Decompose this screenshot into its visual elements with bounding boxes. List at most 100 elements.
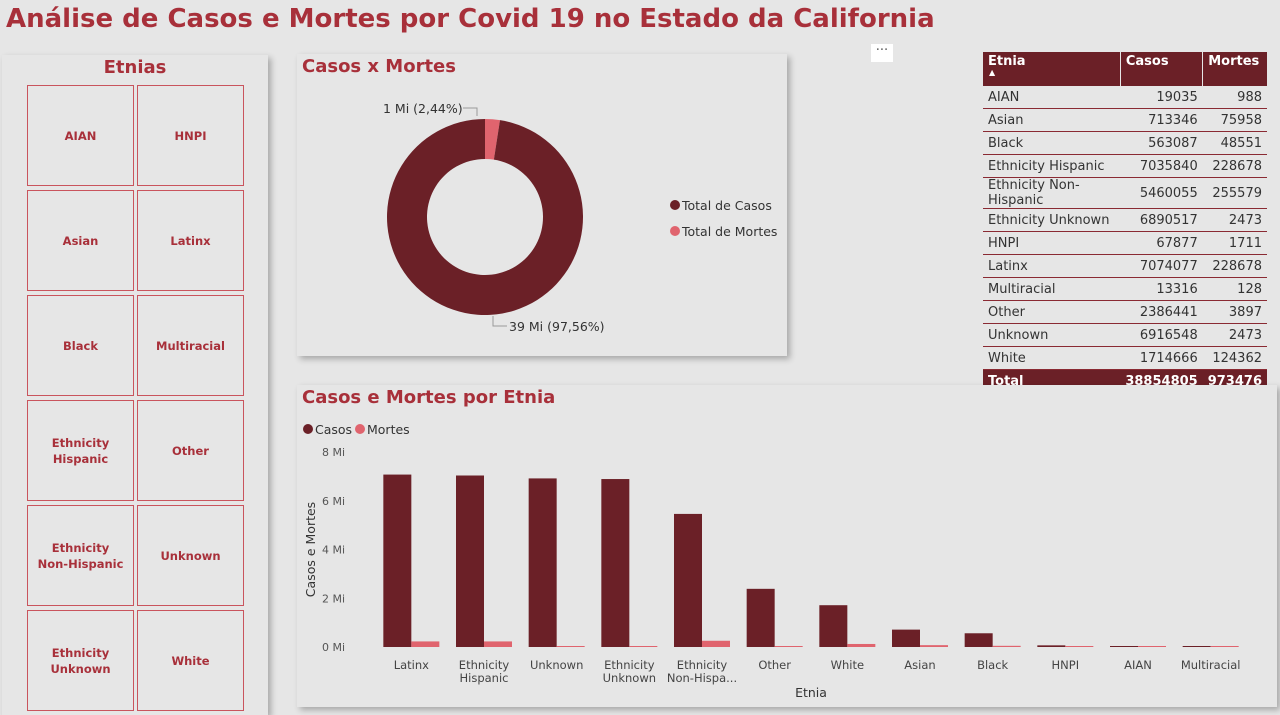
table-row: Ethnicity Unknown 6890517 2473 bbox=[983, 208, 1267, 232]
cell-mortes: 228678 bbox=[1202, 254, 1267, 278]
bar-mortes[interactable] bbox=[556, 646, 585, 647]
y-tick-label: 0 Mi bbox=[322, 641, 345, 654]
legend-marker-mortes bbox=[670, 226, 680, 236]
legend-marker-mortes bbox=[355, 424, 365, 434]
legend-label-casos[interactable]: Casos bbox=[315, 422, 352, 437]
x-tick-label: Ethnicity bbox=[677, 658, 728, 672]
bar-casos[interactable] bbox=[1110, 646, 1138, 647]
bar-mortes[interactable] bbox=[847, 643, 876, 647]
slicer-item-label: Ethnicity Hispanic bbox=[51, 435, 110, 466]
cell-casos: 6916548 bbox=[1120, 323, 1203, 347]
bar-casos[interactable] bbox=[964, 633, 993, 647]
cell-etnia: Multiracial bbox=[983, 277, 1121, 301]
bar-mortes[interactable] bbox=[484, 641, 512, 647]
etnias-slicer: Etnias AIAN HNPI Asian Latinx Black Multiraci… bbox=[2, 55, 268, 715]
legend-label-mortes[interactable]: Mortes bbox=[367, 422, 410, 437]
cell-casos: 563087 bbox=[1120, 131, 1203, 155]
cell-etnia: AIAN bbox=[983, 86, 1121, 109]
slicer-item-black[interactable]: Black bbox=[27, 295, 134, 396]
column-header-casos[interactable]: Casos bbox=[1120, 52, 1204, 86]
bar-casos[interactable] bbox=[674, 513, 702, 647]
table-row: HNPI 67877 1711 bbox=[983, 231, 1267, 255]
slicer-item-label: Black bbox=[63, 338, 98, 353]
bar-casos[interactable] bbox=[383, 474, 412, 647]
column-header-mortes[interactable]: Mortes bbox=[1202, 52, 1267, 86]
x-tick-label: White bbox=[831, 658, 864, 672]
donut-slice-casos[interactable] bbox=[387, 119, 583, 315]
slicer-item-ethnicity-hispanic[interactable]: Ethnicity Hispanic bbox=[27, 400, 134, 501]
slicer-item-other[interactable]: Other bbox=[137, 400, 244, 501]
bar-casos[interactable] bbox=[1182, 646, 1211, 647]
donut-chart: 1 Mi (2,44%) 39 Mi (97,56%) Total de Casos… bbox=[383, 101, 777, 334]
slicer-item-white[interactable]: White bbox=[137, 610, 244, 711]
slicer-item-ethnicity-unknown[interactable]: Ethnicity Unknown bbox=[27, 610, 134, 711]
bar-mortes[interactable] bbox=[629, 646, 658, 647]
cell-casos: 6890517 bbox=[1120, 208, 1203, 232]
cell-mortes: 255579 bbox=[1202, 177, 1267, 209]
cell-etnia: Other bbox=[983, 300, 1121, 324]
bar-casos[interactable] bbox=[746, 588, 775, 647]
y-axis-label: Casos e Mortes bbox=[303, 502, 318, 597]
slicer-item-label: White bbox=[171, 653, 210, 668]
casos-mortes-por-etnia-panel: Casos e Mortes por Etnia Casos Mortes 0 Mi… bbox=[297, 385, 1277, 707]
slicer-item-label: AIAN bbox=[64, 128, 97, 143]
donut-label-mortes: 1 Mi (2,44%) bbox=[383, 101, 463, 116]
bar-mortes[interactable] bbox=[702, 640, 730, 647]
x-tick-label: Hispanic bbox=[460, 671, 509, 685]
cell-etnia: Unknown bbox=[983, 323, 1121, 347]
bar-casos[interactable] bbox=[892, 629, 920, 647]
table-row: Asian 713346 75958 bbox=[983, 108, 1267, 132]
bar-casos[interactable] bbox=[819, 605, 848, 647]
cell-casos: 5460055 bbox=[1120, 177, 1203, 209]
bar-mortes[interactable] bbox=[920, 645, 948, 647]
bar-mortes[interactable] bbox=[1138, 646, 1166, 647]
bar-chart-title: Casos e Mortes por Etnia bbox=[302, 387, 556, 408]
bar-mortes[interactable] bbox=[992, 645, 1021, 647]
bar-casos[interactable] bbox=[528, 478, 557, 647]
slicer-item-asian[interactable]: Asian bbox=[27, 190, 134, 291]
slicer-item-unknown[interactable]: Unknown bbox=[137, 505, 244, 606]
slicer-item-multiracial[interactable]: Multiracial bbox=[137, 295, 244, 396]
y-tick-label: 8 Mi bbox=[322, 446, 345, 459]
bar-casos[interactable] bbox=[456, 475, 484, 647]
slicer-title: Etnias bbox=[103, 57, 167, 78]
x-tick-label: Asian bbox=[904, 658, 935, 672]
slicer-item-ethnicity-non-hispanic[interactable]: Ethnicity Non-Hispanic bbox=[27, 505, 134, 606]
casos-mortes-donut-panel: Casos x Mortes 1 Mi (2,44%) 39 Mi (97,56%… bbox=[297, 54, 787, 356]
table-row: Ethnicity Hispanic 7035840 228678 bbox=[983, 154, 1267, 178]
cell-etnia: White bbox=[983, 346, 1121, 370]
ellipsis-icon: ··· bbox=[875, 43, 889, 58]
more-options-button[interactable]: ··· bbox=[871, 44, 893, 62]
x-tick-label: Ethnicity bbox=[604, 658, 655, 672]
bar-mortes[interactable] bbox=[1065, 646, 1094, 647]
leader-line-mortes bbox=[463, 107, 478, 116]
legend-label-mortes[interactable]: Total de Mortes bbox=[681, 224, 777, 239]
x-tick-label: Black bbox=[977, 658, 1008, 672]
slicer-item-hnpi[interactable]: HNPI bbox=[137, 85, 244, 186]
slicer-item-aian[interactable]: AIAN bbox=[27, 85, 134, 186]
cell-mortes: 3897 bbox=[1202, 300, 1267, 324]
donut-slice-mortes[interactable] bbox=[485, 119, 500, 160]
y-tick-label: 2 Mi bbox=[322, 592, 345, 605]
cell-mortes: 48551 bbox=[1202, 131, 1267, 155]
bar-mortes[interactable] bbox=[411, 641, 440, 647]
cell-etnia: HNPI bbox=[983, 231, 1121, 255]
bar-casos[interactable] bbox=[1037, 645, 1066, 647]
sort-ascending-icon: ▲ bbox=[989, 68, 996, 77]
table-row: Other 2386441 3897 bbox=[983, 300, 1267, 324]
bar-chart: Casos Mortes 0 Mi 2 Mi 4 Mi 6 Mi 8 Mi Casos e M… bbox=[303, 422, 1240, 700]
x-tick-label: Ethnicity bbox=[459, 658, 510, 672]
legend-label-casos[interactable]: Total de Casos bbox=[681, 198, 772, 213]
cell-casos: 2386441 bbox=[1120, 300, 1203, 324]
table-row: AIAN 19035 988 bbox=[983, 86, 1267, 109]
slicer-item-label: Multiracial bbox=[156, 338, 225, 353]
bar-casos[interactable] bbox=[601, 479, 630, 647]
bar-mortes[interactable] bbox=[1210, 646, 1239, 647]
bar-mortes[interactable] bbox=[774, 646, 803, 647]
column-header-etnia[interactable]: Etnia ▲ bbox=[983, 52, 1121, 86]
table-row: Latinx 7074077 228678 bbox=[983, 254, 1267, 278]
table-row: Black 563087 48551 bbox=[983, 131, 1267, 155]
legend-marker-casos bbox=[670, 200, 680, 210]
table-row: Multiracial 13316 128 bbox=[983, 277, 1267, 301]
slicer-item-latinx[interactable]: Latinx bbox=[137, 190, 244, 291]
